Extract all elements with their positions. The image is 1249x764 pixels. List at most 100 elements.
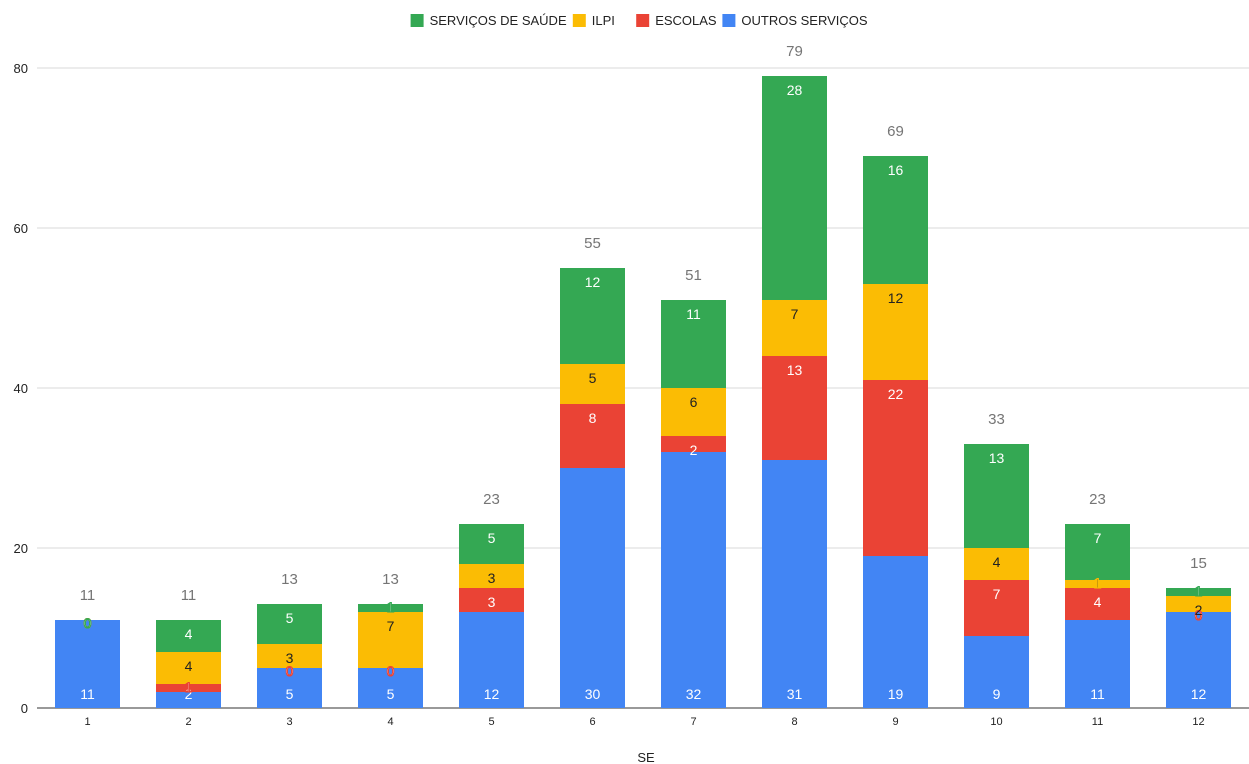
bar-segment — [863, 284, 928, 380]
bars-group — [55, 76, 1231, 708]
bar-segment — [257, 668, 322, 708]
bar-segment — [762, 460, 827, 708]
x-tick-label: 1 — [84, 716, 90, 728]
segment-value-label: 0 — [84, 615, 92, 631]
segment-value-label: 12 — [585, 274, 601, 290]
bar-segment — [560, 364, 625, 404]
segment-value-label: 11 — [686, 306, 701, 322]
bar-segment — [459, 612, 524, 708]
bar-total-label: 51 — [685, 267, 702, 284]
x-tick-label: 3 — [286, 716, 292, 728]
bar-segment — [762, 356, 827, 460]
segment-value-label: 31 — [787, 686, 803, 702]
legend-swatch — [410, 14, 424, 27]
segment-value-label: 7 — [1094, 530, 1102, 546]
bar-segment — [964, 548, 1029, 580]
legend-item: ESCOLAS — [636, 13, 717, 28]
bar-total-label: 11 — [181, 587, 197, 604]
segment-value-label: 22 — [888, 386, 904, 402]
legend-swatch — [572, 14, 586, 27]
bar-segment — [964, 636, 1029, 708]
x-tick-label: 5 — [488, 716, 494, 728]
bar-segment — [156, 620, 221, 652]
segment-value-label: 12 — [888, 290, 904, 306]
bar-total-label: 13 — [281, 571, 298, 588]
bar-segment — [358, 668, 423, 708]
segment-value-label: 7 — [387, 618, 395, 634]
segment-value-label: 0 — [84, 615, 92, 631]
segment-value-label: 3 — [286, 650, 294, 666]
segment-value-label: 13 — [989, 450, 1005, 466]
y-tick-label: 60 — [14, 221, 28, 236]
segment-value-label: 2 — [690, 442, 698, 458]
y-gridlines — [37, 67, 1249, 709]
y-axis: 0 20 40 60 80 — [14, 61, 28, 716]
legend-swatch — [636, 14, 650, 27]
segment-value-label: 16 — [888, 162, 904, 178]
segment-value-label: 19 — [888, 686, 904, 702]
segment-value-label: 4 — [185, 626, 193, 642]
x-tick-label: 4 — [387, 716, 393, 728]
bar-segment — [358, 612, 423, 668]
legend-item: ILPI — [572, 13, 615, 28]
segment-value-label: 1 — [1195, 583, 1203, 599]
y-tick-label: 20 — [14, 541, 28, 556]
bar-segment — [459, 564, 524, 588]
segment-value-label: 30 — [585, 686, 601, 702]
x-tick-label: 9 — [892, 716, 898, 728]
bar-total-label: 33 — [988, 411, 1005, 428]
legend-item: SERVIÇOS DE SAÚDE — [410, 13, 567, 28]
segment-value-label: 5 — [589, 370, 597, 386]
legend-item: OUTROS SERVIÇOS — [722, 13, 868, 28]
x-tick-label: 11 — [1092, 716, 1103, 728]
legend-label: ILPI — [592, 13, 615, 28]
bar-total-label: 23 — [483, 491, 500, 508]
bar-segment — [1065, 588, 1130, 620]
bar-total-label: 11 — [80, 587, 96, 604]
x-tick-label: 8 — [791, 716, 797, 728]
segment-value-label: 5 — [488, 530, 496, 546]
bar-segment — [257, 644, 322, 668]
bar-segment — [257, 604, 322, 644]
segment-value-label: 6 — [690, 394, 698, 410]
segment-value-label: 2 — [185, 686, 193, 702]
bar-segment — [964, 580, 1029, 636]
bar-segment — [661, 452, 726, 708]
segment-value-label: 5 — [286, 686, 294, 702]
y-tick-label: 80 — [14, 61, 28, 76]
segment-value-label: 8 — [589, 410, 597, 426]
segment-value-label: 1 — [185, 679, 193, 695]
bar-segment — [358, 604, 423, 612]
segment-value-label: 3 — [488, 570, 496, 586]
segment-value-label: 4 — [1094, 594, 1102, 610]
legend-label: ESCOLAS — [655, 13, 717, 28]
x-tick-label: 6 — [589, 716, 595, 728]
bar-total-label: 55 — [584, 235, 601, 252]
bar-total-label: 23 — [1089, 491, 1106, 508]
segment-value-label: 5 — [387, 686, 395, 702]
segment-value-label: 28 — [787, 82, 803, 98]
segment-value-label: 3 — [488, 594, 496, 610]
bar-segment — [55, 620, 120, 708]
bar-segment — [1166, 612, 1231, 708]
segment-value-label: 12 — [484, 686, 500, 702]
segment-value-label: 0 — [1195, 607, 1203, 623]
x-axis-label: SE — [637, 750, 655, 764]
bar-segment — [459, 588, 524, 612]
segment-value-label: 13 — [787, 362, 803, 378]
bar-segment — [762, 300, 827, 356]
segment-value-label: 7 — [993, 586, 1001, 602]
bar-segment — [863, 156, 928, 284]
legend-label: SERVIÇOS DE SAÚDE — [430, 13, 567, 28]
bar-segment — [661, 300, 726, 388]
segment-value-label: 7 — [791, 306, 799, 322]
bar-segment — [1166, 588, 1231, 596]
data-labels-group: 1100011214411503513507113123352330851255… — [80, 43, 1207, 702]
bar-segment — [1065, 620, 1130, 708]
bar-segment — [1166, 596, 1231, 612]
segment-value-label: 2 — [1195, 602, 1203, 618]
bar-segment — [560, 404, 625, 468]
bar-segment — [1065, 580, 1130, 588]
bar-segment — [560, 468, 625, 708]
